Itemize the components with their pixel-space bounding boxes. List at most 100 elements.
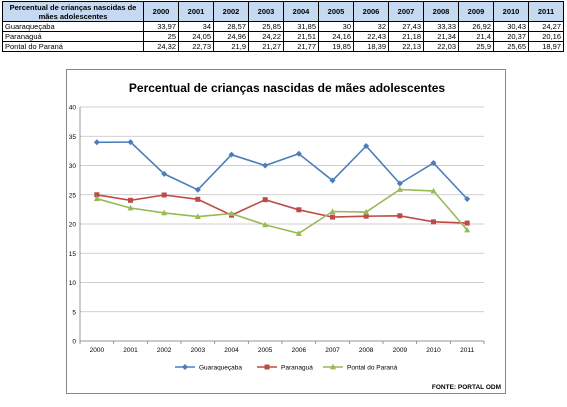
data-point	[93, 195, 100, 202]
source-note: FONTE: PORTAL ODM	[431, 384, 501, 391]
table-cell: 24,05	[178, 31, 214, 42]
year-header: 2011	[528, 1, 564, 22]
table-cell: 20,37	[493, 31, 529, 42]
line-chart: Percentual de crianças nascidas de mães …	[69, 81, 485, 372]
table-cell: 21,51	[283, 31, 319, 42]
x-tick-label: 2007	[325, 347, 340, 354]
x-tick-label: 2004	[224, 347, 239, 354]
table-cell: 33,97	[143, 21, 179, 32]
data-table: Percentual de crianças nascidas de mães …	[2, 1, 564, 52]
series-line	[96, 194, 468, 224]
x-tick-label: 2009	[393, 347, 408, 354]
legend-label: Pontal do Paraná	[347, 365, 398, 372]
table-cell: 25,9	[458, 41, 494, 52]
row-label: Guaraqueçaba	[2, 21, 144, 32]
data-point	[93, 139, 100, 146]
data-point	[464, 226, 471, 233]
data-point	[430, 159, 437, 166]
row-label: Paranaguá	[2, 31, 144, 42]
data-point	[262, 221, 269, 228]
table-cell: 25	[143, 31, 179, 42]
year-header: 2003	[248, 1, 284, 22]
data-point	[363, 213, 369, 219]
data-point	[262, 197, 268, 203]
table-body: Guaraqueçaba 33,97 34 28,57 25,85 31,85 30 32 27…	[2, 21, 564, 52]
x-tick-label: 2011	[460, 347, 474, 354]
table-cell: 34	[178, 21, 214, 32]
data-point	[161, 192, 167, 198]
table-row: Pontal do Paraná 24,32 22,73 21,9 21,27 21,77…	[2, 41, 564, 52]
year-header: 2008	[423, 1, 459, 22]
table-cell: 31,85	[283, 21, 319, 32]
table-cell: 21,77	[283, 41, 319, 52]
table-title-header: Percentual de crianças nascidas de mães …	[2, 1, 144, 22]
data-point	[195, 196, 201, 202]
data-point	[363, 143, 370, 150]
x-tick-label: 2003	[191, 347, 206, 354]
data-point	[94, 192, 100, 198]
series-line	[96, 141, 468, 200]
table-cell: 30,43	[493, 21, 529, 32]
table-cell: 32	[353, 21, 389, 32]
data-point	[127, 139, 134, 146]
table-cell: 22,73	[178, 41, 214, 52]
legend-marker	[182, 364, 188, 370]
x-tick-label: 2008	[359, 347, 374, 354]
data-point	[262, 162, 269, 169]
table-row: Guaraqueçaba 33,97 34 28,57 25,85 31,85 30 32 27…	[2, 21, 564, 32]
data-point	[430, 187, 437, 194]
table-cell: 21,18	[388, 31, 424, 42]
chart-title: Percentual de crianças nascidas de mães …	[129, 81, 445, 95]
table-cell: 30	[318, 21, 354, 32]
data-point	[397, 213, 403, 219]
year-header: 2004	[283, 1, 319, 22]
table-cell: 24,16	[318, 31, 354, 42]
legend-label: Guaraqueçaba	[199, 365, 242, 372]
table-cell: 19,85	[318, 41, 354, 52]
x-tick-label: 2010	[426, 347, 441, 354]
data-point	[127, 204, 134, 211]
y-tick-label: 0	[72, 339, 76, 346]
data-point	[329, 177, 336, 184]
table-cell: 21,34	[423, 31, 459, 42]
table-cell: 26,92	[458, 21, 494, 32]
table-cell: 28,57	[213, 21, 249, 32]
y-tick-label: 35	[69, 134, 77, 141]
row-label: Pontal do Paraná	[2, 41, 144, 52]
table-cell: 24,22	[248, 31, 284, 42]
table-cell: 24,32	[143, 41, 179, 52]
x-tick-label: 2002	[157, 347, 172, 354]
table-cell: 27,43	[388, 21, 424, 32]
y-tick-label: 40	[69, 105, 77, 112]
x-tick-label: 2000	[90, 347, 105, 354]
data-point	[396, 180, 403, 187]
y-tick-label: 5	[72, 309, 76, 316]
data-point	[396, 186, 403, 192]
year-header: 2005	[318, 1, 354, 22]
data-point	[194, 186, 201, 193]
data-point	[295, 230, 302, 236]
data-point	[161, 170, 168, 177]
table-cell: 21,27	[248, 41, 284, 52]
data-point	[228, 151, 235, 158]
data-point	[128, 197, 133, 203]
data-point	[464, 196, 471, 203]
year-header: 2002	[213, 1, 249, 22]
table-cell: 24,96	[213, 31, 249, 42]
legend-label: Paranaguá	[281, 365, 313, 372]
table-cell: 33,33	[423, 21, 459, 32]
x-tick-label: 2006	[292, 347, 307, 354]
data-point	[431, 219, 436, 225]
legend-marker	[330, 363, 336, 370]
table-cell: 22,13	[388, 41, 424, 52]
data-point	[194, 213, 201, 219]
year-header: 2006	[353, 1, 389, 22]
year-header: 2007	[388, 1, 424, 22]
table-cell: 25,65	[493, 41, 529, 52]
data-point	[330, 214, 335, 220]
year-header: 2001	[178, 1, 214, 22]
table-cell: 18,97	[528, 41, 564, 52]
y-tick-label: 25	[69, 192, 77, 199]
y-tick-label: 20	[69, 222, 77, 229]
table-cell: 24,27	[528, 21, 564, 32]
